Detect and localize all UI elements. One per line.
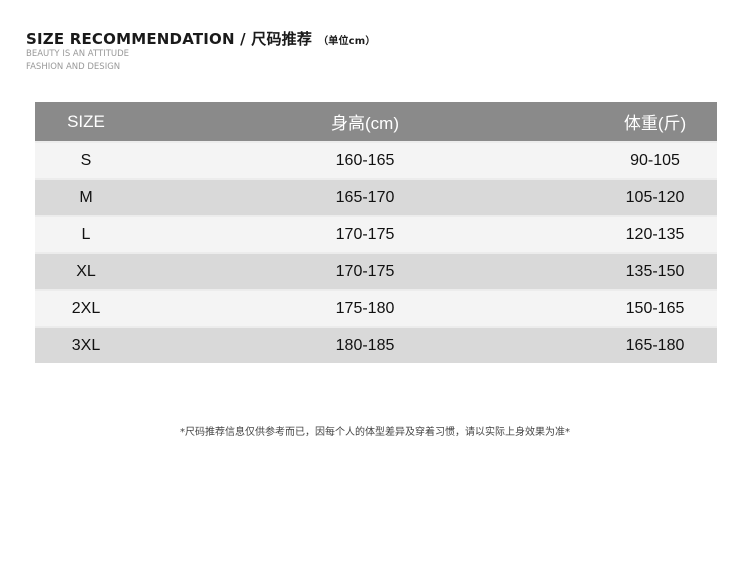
column-header-height: 身高(cm) <box>137 102 593 142</box>
weight-cell: 165-180 <box>593 326 717 363</box>
weight-cell: 150-165 <box>593 289 717 327</box>
column-header-weight: 体重(斤) <box>593 102 717 142</box>
table-row: S 160-165 90-105 <box>35 141 717 179</box>
table-row: 2XL 175-180 150-165 <box>35 289 717 327</box>
height-cell: 160-165 <box>137 141 593 179</box>
disclaimer-note: *尺码推荐信息仅供参考而已，因每个人的体型差异及穿着习惯，请以实际上身效果为准* <box>180 427 570 438</box>
weight-cell: 135-150 <box>593 252 717 290</box>
height-cell: 170-175 <box>137 252 593 290</box>
weight-cell: 120-135 <box>593 215 717 253</box>
height-cell: 165-170 <box>137 178 593 216</box>
size-table: SIZE 身高(cm) 体重(斤) S 160-165 90-105 M 165-170… <box>35 102 717 363</box>
size-cell: M <box>35 178 137 216</box>
tagline-2: FASHION AND DESIGN <box>26 62 121 72</box>
height-cell: 175-180 <box>137 289 593 327</box>
size-cell: XL <box>35 252 137 290</box>
size-cell: 3XL <box>35 326 137 363</box>
table-row: L 170-175 120-135 <box>35 215 717 253</box>
size-cell: 2XL <box>35 289 137 327</box>
table-row: M 165-170 105-120 <box>35 178 717 216</box>
column-header-size: SIZE <box>35 102 137 142</box>
height-cell: 180-185 <box>137 326 593 363</box>
weight-cell: 105-120 <box>593 178 717 216</box>
tagline-1: BEAUTY IS AN ATTITUDE <box>26 49 130 59</box>
size-cell: S <box>35 141 137 179</box>
table-row: XL 170-175 135-150 <box>35 252 717 290</box>
unit-label: （单位cm） <box>318 36 376 47</box>
page-title: SIZE RECOMMENDATION / 尺码推荐 （单位cm） <box>26 28 376 49</box>
height-cell: 170-175 <box>137 215 593 253</box>
table-header: SIZE 身高(cm) 体重(斤) <box>35 102 717 142</box>
table-row: 3XL 180-185 165-180 <box>35 326 717 363</box>
title-text: SIZE RECOMMENDATION / 尺码推荐 <box>26 30 313 48</box>
weight-cell: 90-105 <box>593 141 717 179</box>
size-cell: L <box>35 215 137 253</box>
